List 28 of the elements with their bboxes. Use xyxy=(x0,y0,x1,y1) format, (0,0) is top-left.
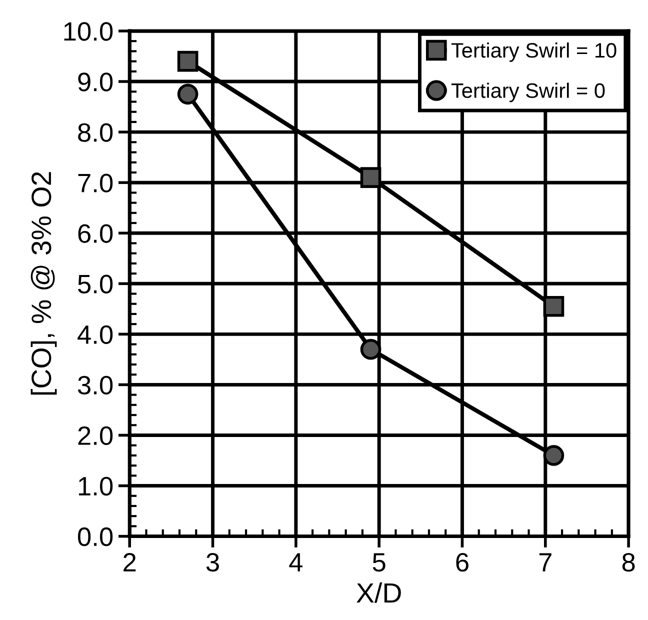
x-tick-label: 3 xyxy=(206,552,219,572)
y-tick-label: 8.0 xyxy=(78,123,113,142)
y-tick-label: 9.0 xyxy=(78,72,113,92)
point xyxy=(360,167,382,188)
x-tick-label: 4 xyxy=(289,553,302,572)
point xyxy=(360,338,382,360)
y-tick-label: 3.0 xyxy=(78,376,113,395)
x-tick-label: 2 xyxy=(124,552,136,572)
legend-label: Tertiary Swirl = 10 xyxy=(451,42,616,62)
y-tick-label: 1.0 xyxy=(78,476,113,496)
x-tick-label: 5 xyxy=(372,553,386,572)
point xyxy=(543,445,564,466)
y-tick-label: 2.0 xyxy=(78,426,113,446)
point xyxy=(177,50,198,72)
y-tick-label: 6.0 xyxy=(78,224,113,243)
x-axis-title: X/D xyxy=(356,582,401,603)
y-tick-label: 0.0 xyxy=(78,527,113,546)
y-tick-label: 4.0 xyxy=(78,325,113,344)
y-tick-label: 10.0 xyxy=(64,22,113,41)
x-tick-label: 8 xyxy=(622,552,635,572)
x-tick-label: 6 xyxy=(456,552,468,572)
legend-label: Tertiary Swirl = 0 xyxy=(451,82,605,102)
y-axis-title: [CO], % @ 3% O2 xyxy=(30,172,57,395)
y-tick-label: 5.0 xyxy=(78,274,113,294)
y-tick-label: 7.0 xyxy=(78,174,113,192)
point xyxy=(543,296,564,317)
x-tick-label: 7 xyxy=(539,553,552,572)
point xyxy=(177,84,198,105)
